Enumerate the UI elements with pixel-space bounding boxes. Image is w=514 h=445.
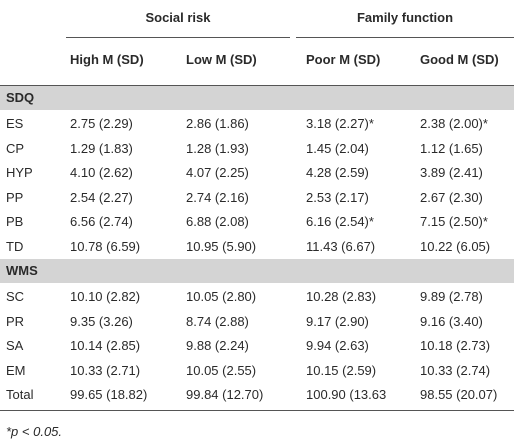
row-label: ES — [6, 116, 24, 131]
cell: 11.43 (6.67) — [306, 238, 376, 254]
cell: 10.10 (2.82) — [70, 289, 141, 304]
cell: 4.10 (2.62) — [70, 165, 133, 180]
cell: 1.28 (1.93) — [186, 140, 249, 156]
cell: 10.33 (2.71) — [70, 362, 141, 378]
section-band — [0, 259, 514, 283]
column-header: Good M (SD) — [420, 52, 499, 67]
cell: 1.45 (2.04) — [306, 140, 369, 156]
cell: 9.88 (2.24) — [186, 338, 249, 353]
column-header: Low M (SD) — [186, 52, 257, 67]
cell: 9.89 (2.78) — [420, 289, 483, 304]
row-label: SA — [6, 338, 24, 353]
column-header: High M (SD) — [70, 52, 144, 67]
cell: 8.74 (2.88) — [186, 313, 249, 329]
cell: 10.28 (2.83) — [306, 289, 377, 304]
cell: 3.89 (2.41) — [420, 165, 483, 180]
row-label: TD — [6, 238, 24, 254]
cell: 1.29 (1.83) — [70, 140, 133, 156]
cell: 10.05 (2.80) — [186, 289, 257, 304]
cell: 10.33 (2.74) — [420, 362, 491, 378]
rule — [0, 85, 514, 86]
cell: 9.94 (2.63) — [306, 338, 369, 353]
section-label: SDQ — [6, 90, 35, 105]
cell: 9.16 (3.40) — [420, 313, 483, 329]
cell: 2.53 (2.17) — [306, 189, 369, 205]
cell: 3.18 (2.27)* — [306, 116, 374, 131]
row-label: EM — [6, 362, 26, 378]
cell: 2.67 (2.30) — [420, 189, 483, 205]
cell: 2.75 (2.29) — [70, 116, 133, 131]
row-label: PB — [6, 214, 24, 229]
footnote: *p < 0.05. — [6, 424, 63, 439]
cell: 10.05 (2.55) — [186, 362, 257, 378]
row-label: SC — [6, 289, 25, 304]
cell: 7.15 (2.50)* — [420, 214, 488, 229]
cell: 4.07 (2.25) — [186, 165, 249, 180]
row-label: Total — [6, 387, 34, 402]
cell: 100.90 (13.63 — [306, 387, 387, 402]
cell: 10.15 (2.59) — [306, 362, 377, 378]
cell: 9.35 (3.26) — [70, 313, 133, 329]
cell: 9.17 (2.90) — [306, 313, 369, 329]
cell: 10.18 (2.73) — [420, 338, 491, 353]
row-label: HYP — [6, 165, 33, 180]
rule — [0, 409, 514, 411]
section-label: WMS — [6, 263, 38, 278]
cell: 10.22 (6.05) — [420, 238, 491, 254]
group-header: Social risk — [145, 10, 211, 25]
cell: 2.38 (2.00)* — [420, 116, 488, 131]
row-label: CP — [6, 140, 25, 156]
cell: 6.16 (2.54)* — [306, 214, 374, 229]
row-label: PP — [6, 189, 24, 205]
cell: 10.95 (5.90) — [186, 238, 257, 254]
cell: 10.14 (2.85) — [70, 338, 141, 353]
cell: 99.84 (12.70) — [186, 387, 264, 402]
column-header: Poor M (SD) — [306, 52, 381, 67]
cell: 2.74 (2.16) — [186, 189, 249, 205]
cell: 1.12 (1.65) — [420, 140, 483, 156]
rule — [66, 37, 290, 38]
cell: 10.78 (6.59) — [70, 238, 141, 254]
rule — [296, 37, 514, 38]
cell: 99.65 (18.82) — [70, 387, 148, 402]
row-label: PR — [6, 313, 25, 329]
cell: 6.56 (2.74) — [70, 214, 133, 229]
cell: 6.88 (2.08) — [186, 214, 249, 229]
section-band — [0, 86, 514, 110]
cell: 4.28 (2.59) — [306, 165, 369, 180]
cell: 2.54 (2.27) — [70, 189, 133, 205]
cell: 98.55 (20.07) — [420, 387, 498, 402]
group-header: Family function — [356, 10, 454, 25]
cell: 2.86 (1.86) — [186, 116, 249, 131]
